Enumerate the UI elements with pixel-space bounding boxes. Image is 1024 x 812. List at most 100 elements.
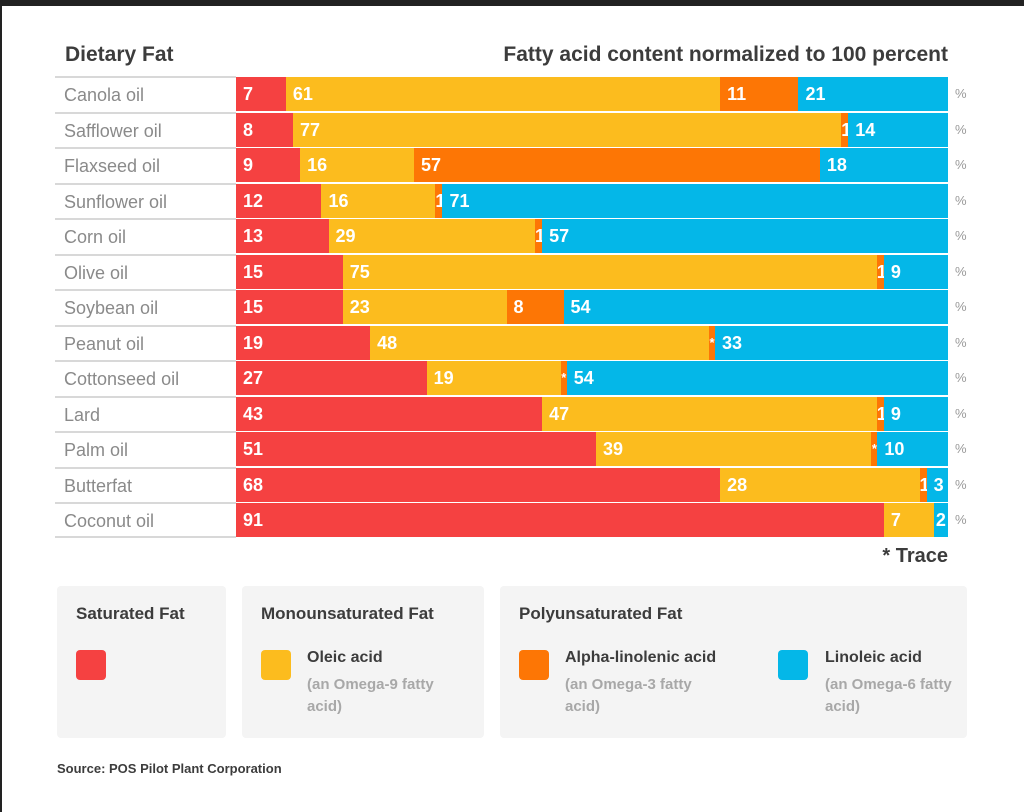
chart-row-sunflower-oil: Sunflower oil 12 16 1 71% bbox=[55, 182, 1005, 219]
bar-segment-linoleic-acid: 14 bbox=[848, 112, 948, 147]
bar-segment-linoleic-acid: 3 bbox=[926, 467, 948, 502]
legend-swatch-linoleic bbox=[778, 650, 808, 680]
stacked-bar: 9 16 57 18 bbox=[236, 148, 948, 182]
bar-segment-linoleic-acid: 2 bbox=[933, 503, 948, 537]
bar-segment-alpha-linolenic-acid: 1 bbox=[535, 219, 543, 253]
legend-swatch-oleic bbox=[261, 650, 291, 680]
bar-segment-saturated-fat: 91 bbox=[236, 503, 884, 537]
category-label: Lard bbox=[55, 395, 236, 430]
stacked-bar: 27 19 * 54 bbox=[236, 361, 948, 395]
percent-unit: % bbox=[955, 263, 967, 279]
stacked-bar: 15 23 8 54 bbox=[236, 290, 948, 324]
bar-segment-linoleic-acid: 21 bbox=[798, 77, 948, 111]
stacked-bar: 51 39 * 10 bbox=[236, 432, 948, 466]
category-label: Coconut oil bbox=[55, 502, 236, 538]
chart-title-right: Fatty acid content normalized to 100 per… bbox=[503, 43, 948, 66]
bar-segment-saturated-fat: 15 bbox=[236, 290, 343, 324]
bar-segment-linoleic-acid: 9 bbox=[883, 254, 948, 289]
bar-segment-saturated-fat: 51 bbox=[236, 432, 597, 466]
source-note: Source: POS Pilot Plant Corporation bbox=[57, 761, 282, 776]
category-label: Cottonseed oil bbox=[55, 360, 236, 394]
percent-unit: % bbox=[955, 121, 967, 137]
bar-segment-linoleic-acid: 9 bbox=[883, 396, 948, 431]
bar-segment-linoleic-acid: 71 bbox=[442, 183, 948, 218]
category-label: Canola oil bbox=[55, 76, 236, 110]
legend-title: Saturated Fat bbox=[76, 604, 185, 623]
legend-item-alpha-linolenic: Alpha-linolenic acid bbox=[565, 649, 717, 666]
bar-segment-saturated-fat: 68 bbox=[236, 467, 721, 502]
bar-segment-oleic-acid: 23 bbox=[342, 290, 507, 324]
bar-segment-saturated-fat: 43 bbox=[236, 396, 543, 431]
bar-segment-oleic-acid: 16 bbox=[321, 183, 436, 218]
bar-segment-linoleic-acid: 54 bbox=[566, 361, 948, 395]
chart-row-corn-oil: Corn oil 13 29 1 57% bbox=[55, 218, 1005, 254]
legend-polyunsaturated: Polyunsaturated Fat Alpha-linolenic acid… bbox=[500, 586, 967, 738]
stacked-bar: 91 7 2 bbox=[236, 503, 948, 537]
window-top-bar bbox=[0, 0, 1024, 6]
category-label: Flaxseed oil bbox=[55, 147, 236, 181]
stacked-bar: 13 29 1 57 bbox=[236, 219, 948, 253]
percent-unit: % bbox=[955, 405, 967, 421]
legend-title: Monounsaturated Fat bbox=[261, 604, 434, 623]
percent-unit: % bbox=[955, 512, 967, 527]
bar-segment-linoleic-acid: 57 bbox=[542, 219, 948, 253]
percent-unit: % bbox=[955, 157, 967, 172]
bar-segment-oleic-acid: 75 bbox=[342, 254, 877, 289]
legend-item-oleic: Oleic acid bbox=[307, 649, 383, 666]
legend-note-alpha-linolenic: (an Omega-3 fatty acid) bbox=[565, 676, 692, 715]
bar-segment-linoleic-acid: 33 bbox=[715, 325, 948, 360]
stacked-bar: 68 28 1 3 bbox=[236, 467, 948, 502]
bar-segment-alpha-linolenic-acid: 1 bbox=[876, 396, 884, 431]
chart-row-palm-oil: Palm oil 51 39 * 10% bbox=[55, 431, 1005, 467]
bar-segment-oleic-acid: 39 bbox=[596, 432, 872, 466]
category-label: Safflower oil bbox=[55, 111, 236, 146]
chart-row-coconut-oil: Coconut oil 91 7 2% bbox=[55, 502, 1005, 538]
legend-item-linoleic: Linoleic acid bbox=[825, 649, 922, 666]
bar-segment-alpha-linolenic-acid: 1 bbox=[876, 254, 884, 289]
chart-row-lard: Lard 43 47 1 9% bbox=[55, 395, 1005, 432]
bar-segment-oleic-acid: 77 bbox=[292, 112, 842, 147]
bar-segment-oleic-acid: 48 bbox=[370, 325, 709, 360]
bar-segment-oleic-acid: 16 bbox=[300, 148, 414, 182]
legend-title: Polyunsaturated Fat bbox=[519, 604, 683, 623]
bar-segment-oleic-acid: 29 bbox=[328, 219, 536, 253]
bar-segment-alpha-linolenic-acid: * bbox=[871, 432, 878, 466]
stacked-bar: 15 75 1 9 bbox=[236, 254, 948, 289]
bar-segment-oleic-acid: 61 bbox=[285, 77, 721, 111]
bar-segment-saturated-fat: 12 bbox=[236, 183, 322, 218]
bar-segment-oleic-acid: 19 bbox=[426, 361, 561, 395]
legend-swatch-alpha-linolenic bbox=[519, 650, 549, 680]
bar-segment-oleic-acid: 28 bbox=[720, 467, 920, 502]
chart-rows: Canola oil 7 61 11 21% Safflower oil 8 77 1 14% Fl… bbox=[55, 76, 1005, 538]
bar-segment-alpha-linolenic-acid: 1 bbox=[919, 467, 927, 502]
stacked-bar: 7 61 11 21 bbox=[236, 77, 948, 111]
bar-segment-alpha-linolenic-acid: 57 bbox=[413, 148, 820, 182]
bar-segment-linoleic-acid: 10 bbox=[877, 432, 948, 466]
trace-footnote: * Trace bbox=[882, 545, 948, 567]
bar-segment-alpha-linolenic-acid: * bbox=[709, 325, 715, 360]
bar-segment-saturated-fat: 7 bbox=[236, 77, 286, 111]
chart-row-soybean-oil: Soybean oil 15 23 8 54% bbox=[55, 289, 1005, 325]
bar-segment-alpha-linolenic-acid: * bbox=[560, 361, 567, 395]
category-label: Sunflower oil bbox=[55, 182, 236, 217]
category-label: Olive oil bbox=[55, 253, 236, 288]
bar-segment-alpha-linolenic-acid: 1 bbox=[435, 183, 443, 218]
bar-segment-saturated-fat: 27 bbox=[236, 361, 427, 395]
bar-segment-oleic-acid: 47 bbox=[542, 396, 877, 431]
percent-unit: % bbox=[955, 228, 967, 243]
category-label: Butterfat bbox=[55, 466, 236, 501]
category-label: Peanut oil bbox=[55, 324, 236, 359]
stacked-bar: 8 77 1 14 bbox=[236, 112, 948, 147]
percent-unit: % bbox=[955, 299, 967, 314]
bar-segment-saturated-fat: 19 bbox=[236, 325, 371, 360]
percent-unit: % bbox=[955, 192, 967, 208]
bar-segment-saturated-fat: 9 bbox=[236, 148, 301, 182]
category-label: Soybean oil bbox=[55, 289, 236, 323]
legend-note-oleic: (an Omega-9 fatty acid) bbox=[307, 676, 434, 715]
bar-segment-alpha-linolenic-acid: 8 bbox=[506, 290, 564, 324]
category-label: Corn oil bbox=[55, 218, 236, 252]
legend-monounsaturated: Monounsaturated Fat Oleic acid (an Omega… bbox=[242, 586, 484, 738]
percent-unit: % bbox=[955, 334, 967, 350]
percent-unit: % bbox=[955, 86, 967, 101]
chart-row-safflower-oil: Safflower oil 8 77 1 14% bbox=[55, 111, 1005, 148]
